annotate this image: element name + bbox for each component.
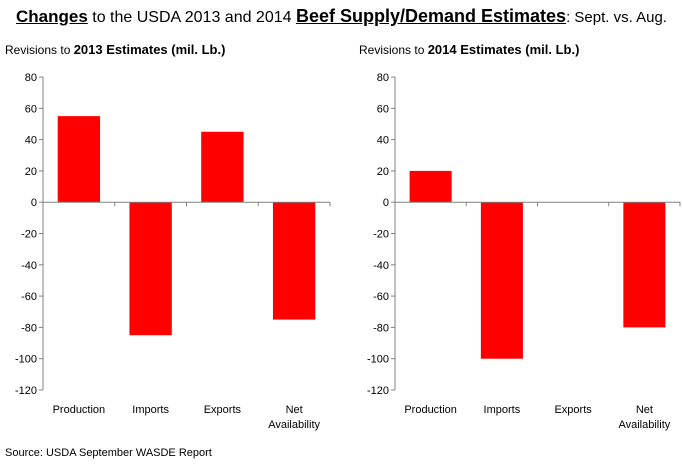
page-title: Changes to the USDA 2013 and 2014 Beef S…: [0, 6, 683, 27]
y-tick-label: 0: [383, 197, 389, 209]
y-tick-label: -60: [373, 291, 389, 303]
y-tick-label: -120: [15, 385, 37, 397]
bar-net-availability: [272, 202, 316, 320]
y-tick-label: 80: [25, 72, 37, 84]
chart-2014-title-prefix: Revisions to: [359, 43, 428, 57]
bar-net-availability: [623, 202, 666, 328]
y-tick-label: 40: [25, 135, 37, 147]
category-label: Net Availability: [618, 404, 670, 431]
y-tick-label: -80: [21, 322, 37, 334]
chart-2014-title-bold: 2014 Estimates (mil. Lb.): [427, 42, 580, 57]
chart-2013-title-prefix: Revisions to: [5, 43, 74, 57]
y-tick-label: 40: [377, 135, 389, 147]
chart-2014-title: Revisions to 2014 Estimates (mil. Lb.): [359, 42, 579, 57]
bar-exports: [201, 131, 244, 203]
title-suffix: : Sept. vs. Aug.: [566, 9, 667, 26]
category-label: Imports: [132, 404, 169, 416]
bar-production: [57, 116, 101, 203]
y-tick-label: 20: [25, 166, 37, 178]
category-label: Production: [53, 404, 106, 416]
y-tick-label: -60: [21, 291, 37, 303]
y-tick-label: -20: [21, 229, 37, 241]
title-middle: to the USDA 2013 and 2014: [87, 9, 296, 26]
y-tick-label: 60: [377, 103, 389, 115]
category-label: Exports: [204, 404, 242, 416]
y-tick-label: 20: [377, 166, 389, 178]
y-tick-label: 0: [31, 197, 37, 209]
category-label: Net Availability: [268, 404, 320, 431]
y-tick-label: -40: [373, 260, 389, 272]
chart-2013-title: Revisions to 2013 Estimates (mil. Lb.): [5, 42, 225, 57]
category-label: Exports: [554, 404, 592, 416]
y-tick-label: -40: [21, 260, 37, 272]
y-tick-label: -100: [15, 354, 37, 366]
title-changes: Changes: [16, 7, 88, 26]
category-label: Imports: [484, 404, 521, 416]
y-tick-label: -100: [367, 354, 389, 366]
chart-2014: 80 60 40 20 0 -20 -40 -60 -80 -100 -120 Production I…: [367, 72, 681, 431]
title-beef-estimates: Beef Supply/Demand Estimates: [295, 6, 567, 26]
chart-2013: 80 60 40 20 0 -20 -40 -60 -80 -100 -120 Production I…: [15, 72, 331, 431]
y-tick-label: -120: [367, 385, 389, 397]
source-note: Source: USDA September WASDE Report: [5, 447, 212, 459]
y-tick-label: 60: [25, 103, 37, 115]
chart-2013-title-bold: 2013 Estimates (mil. Lb.): [73, 42, 226, 57]
y-tick-label: 80: [377, 72, 389, 84]
bar-imports: [129, 202, 172, 336]
category-label: Production: [404, 404, 457, 416]
bar-imports: [480, 202, 523, 359]
y-tick-label: -20: [373, 229, 389, 241]
y-tick-label: -80: [373, 322, 389, 334]
bar-production: [409, 170, 452, 203]
